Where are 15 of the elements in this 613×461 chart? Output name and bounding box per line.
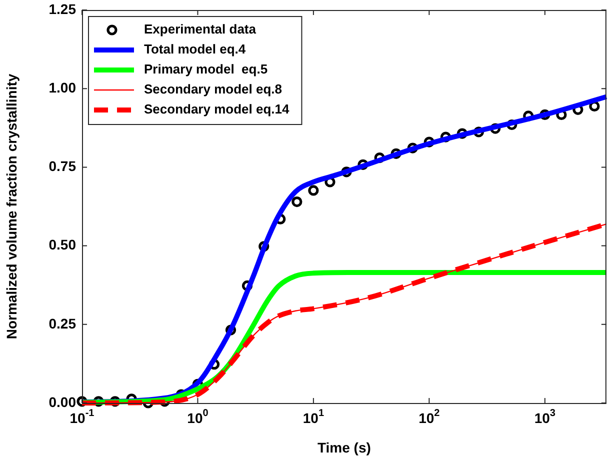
y-tick-label: 0.00 bbox=[48, 394, 76, 410]
y-tick-label: 1.25 bbox=[48, 0, 76, 17]
legend-label: Secondary model eq.14 bbox=[144, 102, 290, 117]
y-tick-label: 0.50 bbox=[48, 236, 76, 253]
point bbox=[308, 185, 319, 196]
legend-label: Secondary model eq.8 bbox=[144, 82, 282, 97]
y-tick-label: 0.25 bbox=[48, 315, 76, 332]
legend-label: Total model eq.4 bbox=[144, 42, 246, 57]
legend-label: Primary model eq.5 bbox=[144, 62, 268, 77]
x-axis-title: Time (s) bbox=[317, 439, 371, 456]
y-tick-label: 0.75 bbox=[48, 158, 76, 174]
point bbox=[292, 196, 302, 208]
legend-label: Experimental data bbox=[144, 22, 257, 37]
y-tick-label: 1.00 bbox=[48, 79, 76, 96]
y-axis-title: Normalized volume fraction crystallinity bbox=[3, 74, 20, 340]
